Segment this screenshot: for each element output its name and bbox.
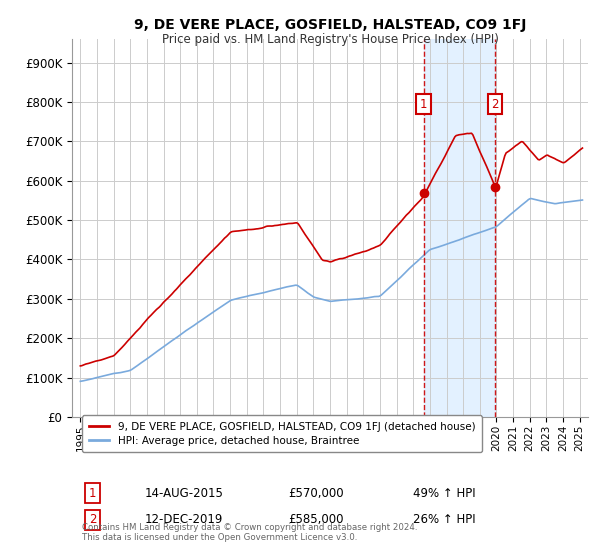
Text: 2: 2 bbox=[89, 514, 97, 526]
Text: 9, DE VERE PLACE, GOSFIELD, HALSTEAD, CO9 1FJ: 9, DE VERE PLACE, GOSFIELD, HALSTEAD, CO… bbox=[134, 18, 526, 32]
Text: £570,000: £570,000 bbox=[289, 487, 344, 500]
Text: 14-AUG-2015: 14-AUG-2015 bbox=[144, 487, 223, 500]
Text: £585,000: £585,000 bbox=[289, 514, 344, 526]
Text: 26% ↑ HPI: 26% ↑ HPI bbox=[413, 514, 475, 526]
Text: Price paid vs. HM Land Registry's House Price Index (HPI): Price paid vs. HM Land Registry's House … bbox=[161, 32, 499, 46]
Legend: 9, DE VERE PLACE, GOSFIELD, HALSTEAD, CO9 1FJ (detached house), HPI: Average pri: 9, DE VERE PLACE, GOSFIELD, HALSTEAD, CO… bbox=[82, 416, 482, 452]
Text: 49% ↑ HPI: 49% ↑ HPI bbox=[413, 487, 475, 500]
Text: 1: 1 bbox=[89, 487, 97, 500]
Text: 1: 1 bbox=[420, 97, 427, 111]
Text: 12-DEC-2019: 12-DEC-2019 bbox=[144, 514, 223, 526]
Text: Contains HM Land Registry data © Crown copyright and database right 2024.
This d: Contains HM Land Registry data © Crown c… bbox=[82, 523, 418, 542]
Text: 2: 2 bbox=[491, 97, 499, 111]
Bar bbox=[424, 39, 495, 417]
